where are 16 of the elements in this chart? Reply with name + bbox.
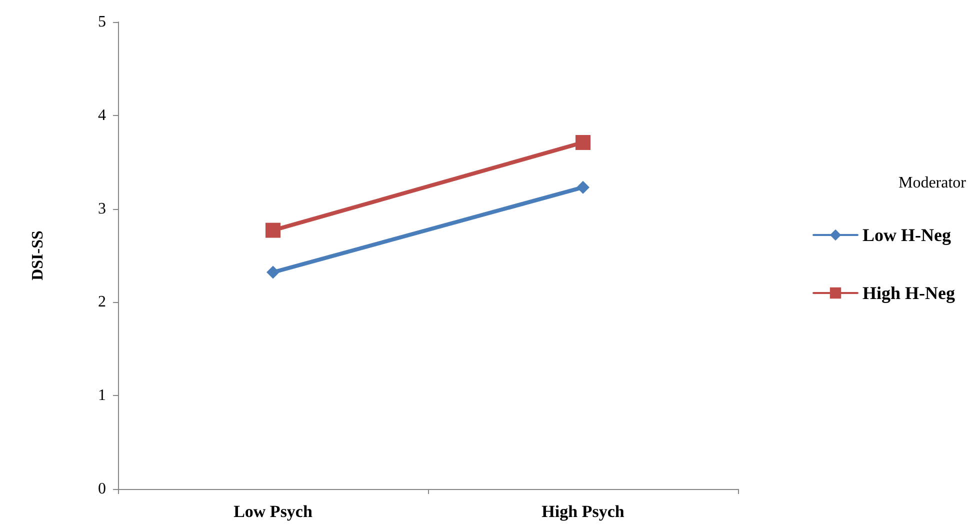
x-tick-label: High Psych bbox=[542, 502, 625, 521]
x-tick-label: Low Psych bbox=[234, 502, 313, 521]
legend-title: Moderator bbox=[898, 174, 967, 192]
legend-label: High H-Neg bbox=[862, 283, 956, 303]
legend-label: Low H-Neg bbox=[862, 225, 952, 245]
point bbox=[266, 266, 280, 279]
y-tick-label: 3 bbox=[98, 200, 106, 218]
point bbox=[266, 222, 280, 238]
y-tick-label: 5 bbox=[98, 14, 106, 30]
y-tick-label: 0 bbox=[98, 480, 106, 498]
point bbox=[576, 180, 590, 194]
point bbox=[576, 134, 590, 150]
y-tick-label: 1 bbox=[98, 387, 106, 404]
y-tick-label: 2 bbox=[98, 294, 106, 311]
y-tick-label: 4 bbox=[98, 106, 106, 124]
y-axis-title: DSI-SS bbox=[30, 230, 46, 280]
